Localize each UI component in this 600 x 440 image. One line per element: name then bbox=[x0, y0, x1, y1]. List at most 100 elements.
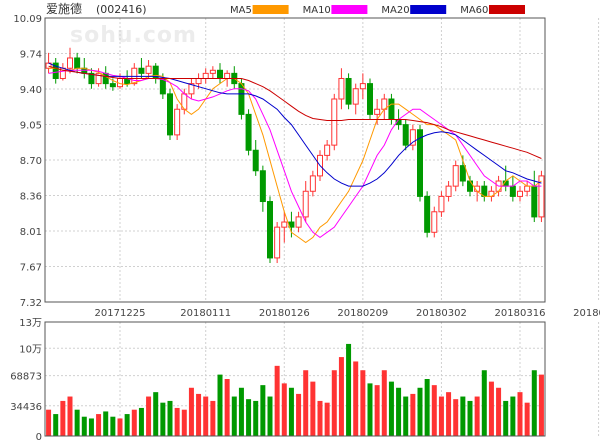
volume-bar bbox=[431, 385, 437, 436]
volume-bar bbox=[146, 396, 152, 436]
candle-body bbox=[531, 185, 538, 218]
candle-body bbox=[45, 62, 52, 69]
volume-bar bbox=[238, 387, 244, 436]
volume-bar bbox=[74, 409, 80, 436]
volume-bar bbox=[374, 385, 380, 436]
candle-body bbox=[195, 77, 202, 85]
volume-bar bbox=[453, 399, 459, 436]
volume-bar bbox=[410, 393, 416, 436]
volume-bar bbox=[310, 381, 316, 436]
volume-bar bbox=[231, 396, 237, 436]
candle-body bbox=[445, 185, 452, 197]
volume-bar bbox=[81, 416, 87, 436]
volume-bar bbox=[338, 357, 344, 436]
candle-body bbox=[459, 165, 466, 182]
volume-bar bbox=[346, 343, 352, 436]
volume-tick-label: 13万 bbox=[19, 318, 42, 329]
volume-bar bbox=[196, 393, 202, 436]
volume-bar bbox=[103, 411, 109, 436]
volume-bar bbox=[303, 370, 309, 436]
candle-body bbox=[167, 93, 173, 136]
volume-bar bbox=[67, 396, 73, 436]
legend-label-ma20: MA20 bbox=[381, 5, 409, 16]
volume-bar bbox=[281, 383, 287, 436]
volume-bar bbox=[288, 387, 294, 436]
candle-body bbox=[331, 98, 338, 146]
watermark: sohu.com bbox=[70, 23, 197, 48]
date-tick-label: 20180330 bbox=[573, 308, 600, 319]
volume-bar bbox=[138, 407, 144, 436]
volume-bar bbox=[367, 383, 373, 436]
candle-body bbox=[95, 72, 102, 85]
candle-body bbox=[309, 175, 316, 192]
candle-body bbox=[281, 221, 288, 228]
candle-body bbox=[345, 77, 352, 105]
volume-bar bbox=[388, 381, 394, 436]
ma-line-ma10 bbox=[48, 69, 542, 239]
candle-body bbox=[252, 149, 259, 172]
volume-tick-label: 34436 bbox=[10, 402, 42, 413]
volume-bar bbox=[353, 361, 359, 436]
moving-average-lines bbox=[48, 62, 542, 244]
candle-body bbox=[374, 108, 381, 115]
volume-tick-label: 10万 bbox=[19, 344, 42, 355]
volume-bar bbox=[246, 399, 252, 436]
volume-bar bbox=[181, 409, 187, 436]
candle-body bbox=[509, 185, 516, 197]
volume-bar bbox=[503, 400, 509, 436]
volume-bar bbox=[496, 387, 502, 436]
stock-code: (002416) bbox=[96, 3, 147, 16]
volume-bar bbox=[331, 370, 337, 436]
price-tick-label: 8.01 bbox=[20, 227, 42, 238]
candle-body bbox=[145, 65, 152, 74]
ma-line-ma5 bbox=[48, 67, 542, 244]
volume-panel-frame bbox=[44, 321, 546, 437]
date-tick-label: 20171225 bbox=[95, 308, 146, 319]
volume-bar bbox=[381, 370, 387, 436]
volume-bar bbox=[424, 379, 430, 436]
volume-bar bbox=[317, 400, 323, 436]
candle-body bbox=[159, 77, 166, 95]
volume-bar bbox=[460, 396, 466, 436]
candle-body bbox=[438, 195, 445, 213]
candle-body bbox=[324, 144, 331, 156]
volume-bar bbox=[124, 414, 130, 436]
legend-label-ma10: MA10 bbox=[303, 5, 331, 16]
volume-bar bbox=[438, 396, 444, 436]
legend-label-ma5: MA5 bbox=[230, 5, 252, 16]
volume-bar bbox=[167, 400, 173, 436]
legend-label-ma60: MA60 bbox=[460, 5, 488, 16]
price-panel-frame bbox=[44, 17, 546, 303]
volume-bar bbox=[131, 409, 137, 436]
volume-bar bbox=[88, 418, 94, 436]
volume-bar bbox=[53, 414, 59, 436]
price-tick-label: 7.32 bbox=[20, 298, 42, 309]
volume-bars bbox=[46, 343, 544, 436]
legend-swatch-ma5 bbox=[252, 5, 289, 14]
candle-body bbox=[359, 83, 366, 90]
volume-bar bbox=[417, 387, 423, 436]
volume-bar bbox=[488, 381, 494, 436]
candle-body bbox=[431, 211, 438, 233]
price-tick-label: 8.36 bbox=[20, 192, 42, 203]
candle-body bbox=[259, 170, 266, 203]
price-tick-label: 9.74 bbox=[20, 50, 42, 61]
candle-body bbox=[217, 69, 223, 79]
candle-body bbox=[352, 88, 359, 105]
volume-bar bbox=[396, 387, 402, 436]
candle-body bbox=[74, 57, 81, 69]
price-tick-label: 9.40 bbox=[20, 85, 42, 96]
volume-bar bbox=[260, 385, 266, 436]
volume-bar bbox=[517, 392, 523, 436]
candle-body bbox=[174, 108, 181, 136]
candle-body bbox=[452, 165, 459, 187]
price-y-axis: 10.09 9.74 9.40 9.05 8.70 8.36 8.01 7.67 7.32 bbox=[13, 14, 42, 309]
candle-body bbox=[338, 77, 345, 100]
candle-body bbox=[52, 62, 59, 79]
candlesticks bbox=[45, 47, 545, 264]
date-tick-label: 20180302 bbox=[416, 308, 467, 319]
volume-bar bbox=[531, 370, 537, 436]
volume-bar bbox=[224, 379, 230, 436]
candle-body bbox=[524, 185, 531, 192]
